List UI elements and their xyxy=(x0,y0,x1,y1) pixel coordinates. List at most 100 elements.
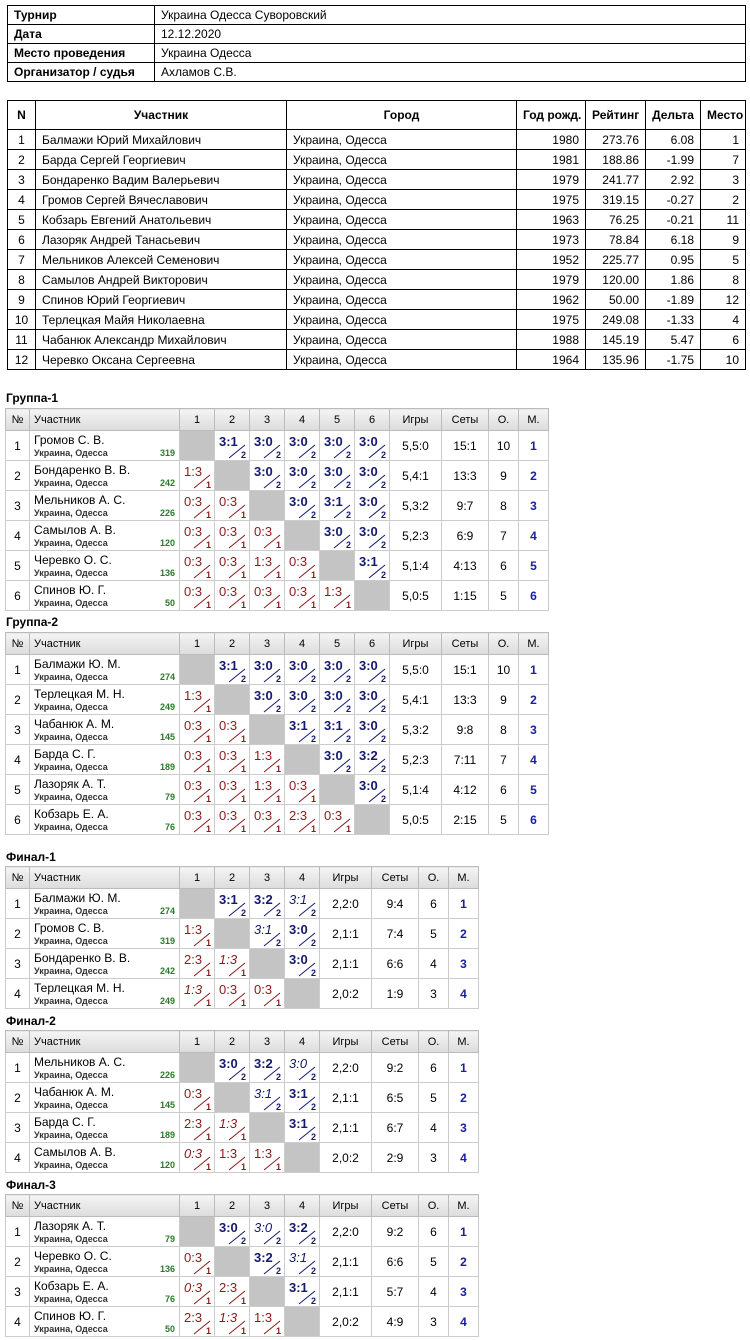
match-points: 2 xyxy=(345,734,351,744)
score: 0:3 xyxy=(184,1250,203,1265)
games: 2,2:0 xyxy=(319,1052,372,1083)
result-cell: 3:1 2 xyxy=(249,918,285,949)
cell: 1962 xyxy=(516,289,586,310)
result-cell: 3:2 2 xyxy=(249,888,285,919)
player-city: Украина, Одесса xyxy=(34,1130,108,1140)
result-box: 3:2 2 xyxy=(285,1217,319,1246)
row-number: 3 xyxy=(5,948,30,979)
score: 3:0 xyxy=(359,524,378,539)
match-points: 1 xyxy=(240,1296,246,1306)
cell: 1.86 xyxy=(645,269,701,290)
match-points: 2 xyxy=(380,674,386,684)
player-cell: Терлецкая М. Н. Украина, Одесса 249 xyxy=(29,684,180,715)
slash xyxy=(228,1230,246,1245)
player-box: Барда С. Г. Украина, Одесса 189 xyxy=(30,1113,179,1142)
score: 0:3 xyxy=(219,584,238,599)
games: 5,1:4 xyxy=(389,550,442,581)
score: 0:3 xyxy=(219,748,238,763)
cell: 5.47 xyxy=(645,329,701,350)
result-cell: 3:0 2 xyxy=(354,774,390,805)
result-box: 1:3 1 xyxy=(180,461,214,490)
points: 5 xyxy=(418,1082,449,1113)
result-cell: 0:3 1 xyxy=(179,550,215,581)
match-points: 1 xyxy=(275,794,281,804)
result-cell: 2:3 1 xyxy=(214,1276,250,1307)
result-cell: 3:1 2 xyxy=(214,654,250,685)
column-header: М. xyxy=(448,1194,479,1217)
match-points: 2 xyxy=(380,794,386,804)
result-box: 1:3 1 xyxy=(215,949,249,978)
games: 5,2:3 xyxy=(389,744,442,775)
player-cell: Черевко О. С. Украина, Одесса 136 xyxy=(29,550,180,581)
player-city: Украина, Одесса xyxy=(34,672,108,682)
result-box: 3:0 2 xyxy=(320,685,354,714)
result-box: 3:2 2 xyxy=(355,745,389,774)
slash xyxy=(333,728,351,743)
result-cell: 0:3 1 xyxy=(249,804,285,835)
games: 2,2:0 xyxy=(319,888,372,919)
place: 3 xyxy=(448,948,479,979)
sets: 1:15 xyxy=(441,580,489,611)
player-row: 5 Лазоряк А. Т. Украина, Одесса 79 0:3 1 0:3 1 1… xyxy=(5,774,549,805)
result-cell xyxy=(179,1052,215,1083)
cell: 273.76 xyxy=(585,129,646,150)
result-cell: 1:3 1 xyxy=(179,918,215,949)
slash xyxy=(333,534,351,549)
player-city: Украина, Одесса xyxy=(34,792,108,802)
cell: 4 xyxy=(700,309,746,330)
result-cell: 1:3 1 xyxy=(214,1112,250,1143)
match-points: 2 xyxy=(380,540,386,550)
result-box: 3:0 2 xyxy=(355,491,389,520)
points: 3 xyxy=(418,1306,449,1337)
sets: 9:4 xyxy=(371,888,419,919)
player-name: Спинов Ю. Г. xyxy=(34,1309,107,1323)
participant-row: 9 Спинов Юрий Георгиевич Украина, Одесса 19… xyxy=(7,289,746,310)
player-row: 1 Балмажи Ю. М. Украина, Одесса 274 3:1 2 3:0 2… xyxy=(5,654,549,685)
player-rating: 145 xyxy=(159,1100,175,1110)
slash xyxy=(298,668,316,683)
player-rating: 242 xyxy=(159,966,175,976)
group-table: № Участник 1 2 3 4 Игры Сеты О. М. 1 Лазоряк А. Т. У… xyxy=(5,1194,479,1337)
result-box: 3:0 2 xyxy=(355,715,389,744)
place: 6 xyxy=(518,580,549,611)
player-rating: 79 xyxy=(164,1234,175,1244)
result-box: 3:1 2 xyxy=(285,1083,319,1112)
points: 7 xyxy=(488,744,519,775)
games: 2,0:2 xyxy=(319,1306,372,1337)
cell: 7 xyxy=(700,149,746,170)
score: 3:2 xyxy=(254,1056,273,1071)
result-box: 0:3 1 xyxy=(180,491,214,520)
games: 5,3:2 xyxy=(389,490,442,521)
place: 5 xyxy=(518,550,549,581)
result-box: 3:0 2 xyxy=(355,775,389,804)
match-points: 1 xyxy=(240,734,246,744)
result-cell: 0:3 1 xyxy=(179,1276,215,1307)
slash xyxy=(193,962,211,977)
result-cell: 3:0 2 xyxy=(284,684,320,715)
slash xyxy=(263,698,281,713)
column-header: 4 xyxy=(284,408,320,431)
cell: 2 xyxy=(7,149,36,170)
player-row: 2 Чабанюк А. М. Украина, Одесса 145 0:3 1 3:1 2… xyxy=(5,1082,479,1113)
result-cell: 1:3 1 xyxy=(319,580,355,611)
result-cell: 0:3 1 xyxy=(214,490,250,521)
player-cell: Мельников А. С. Украина, Одесса 226 xyxy=(29,1052,180,1083)
result-cell: 3:1 2 xyxy=(319,714,355,745)
match-points: 1 xyxy=(205,1326,211,1336)
column-header: Место xyxy=(700,100,746,130)
info-value: Ахламов С.В. xyxy=(154,62,746,82)
cell: 76.25 xyxy=(585,209,646,230)
score: 3:0 xyxy=(324,688,343,703)
games: 2,1:1 xyxy=(319,1112,372,1143)
player-name: Кобзарь Е. А. xyxy=(34,807,109,821)
points: 9 xyxy=(488,684,519,715)
player-cell: Громов С. В. Украина, Одесса 319 xyxy=(29,430,180,461)
result-box: 3:1 2 xyxy=(250,1083,284,1112)
sets: 2:15 xyxy=(441,804,489,835)
result-box: 1:3 1 xyxy=(215,1143,249,1172)
games: 2,1:1 xyxy=(319,1082,372,1113)
sets: 15:1 xyxy=(441,430,489,461)
match-points: 1 xyxy=(205,570,211,580)
match-points: 2 xyxy=(310,908,316,918)
result-cell: 3:0 2 xyxy=(354,684,390,715)
